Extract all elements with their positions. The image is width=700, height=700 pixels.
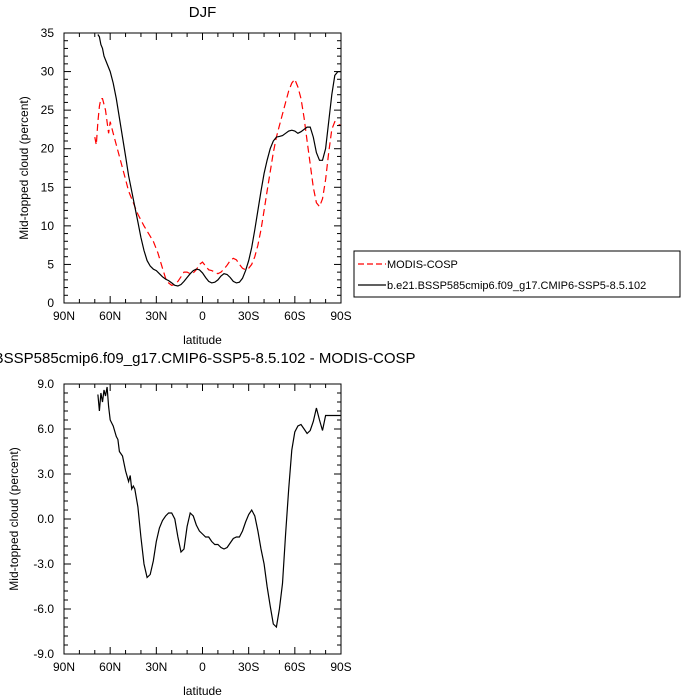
x-axis-label: latitude <box>183 333 222 347</box>
y-tick-label: 9.0 <box>37 377 54 391</box>
x-tick-label: 60N <box>99 660 121 674</box>
series-line <box>97 386 341 629</box>
x-tick-label: 30S <box>238 660 259 674</box>
y-tick-label: -6.0 <box>33 602 54 616</box>
series-line <box>94 78 341 286</box>
bottom-panel: .BSSP585cmip6.f09_g17.CMIP6-SSP5-8.5.102… <box>0 350 416 698</box>
x-tick-label: 30S <box>238 309 259 323</box>
chart-title: .BSSP585cmip6.f09_g17.CMIP6-SSP5-8.5.102… <box>0 350 416 367</box>
chart-title: DJF <box>189 4 217 21</box>
y-tick-label: 0.0 <box>37 512 54 526</box>
y-tick-label: 20 <box>41 142 55 156</box>
x-tick-label: 60S <box>284 660 305 674</box>
legend-label: MODIS-COSP <box>387 259 458 271</box>
x-tick-label: 30N <box>145 660 167 674</box>
x-tick-label: 30N <box>145 309 167 323</box>
y-tick-label: 15 <box>41 180 55 194</box>
x-tick-label: 0 <box>199 660 206 674</box>
legend-box <box>353 250 681 298</box>
x-tick-label: 60S <box>284 309 305 323</box>
y-tick-label: 35 <box>41 26 55 40</box>
y-tick-label: 5 <box>47 257 54 271</box>
y-tick-label: 0 <box>47 296 54 310</box>
legend-label: b.e21.BSSP585cmip6.f09_g17.CMIP6-SSP5-8.… <box>387 280 646 292</box>
plot-frame <box>63 383 342 655</box>
y-tick-label: 3.0 <box>37 467 54 481</box>
y-tick-label: -9.0 <box>33 647 54 661</box>
y-axis-label: Mid-topped cloud (percent) <box>17 96 31 239</box>
x-tick-label: 90N <box>53 309 75 323</box>
y-tick-label: 30 <box>41 65 55 79</box>
series-line <box>97 34 341 287</box>
x-tick-label: 90S <box>330 660 351 674</box>
top-panel: DJF 90N 60N 30N 0 30S 60S 90S 0 5 10 15 20 25 30 35 lati… <box>17 4 681 347</box>
legend: MODIS-COSP b.e21.BSSP585cmip6.f09_g17.CMI… <box>353 250 681 298</box>
x-tick-label: 90N <box>53 660 75 674</box>
x-axis-label: latitude <box>183 684 222 698</box>
y-tick-label: -3.0 <box>33 557 54 571</box>
x-tick-label: 0 <box>199 309 206 323</box>
y-axis-label: Mid-topped cloud (percent) <box>7 447 21 590</box>
y-tick-label: 6.0 <box>37 422 54 436</box>
y-tick-label: 25 <box>41 103 55 117</box>
x-tick-label: 90S <box>330 309 351 323</box>
x-tick-label: 60N <box>99 309 121 323</box>
y-tick-label: 10 <box>41 219 55 233</box>
